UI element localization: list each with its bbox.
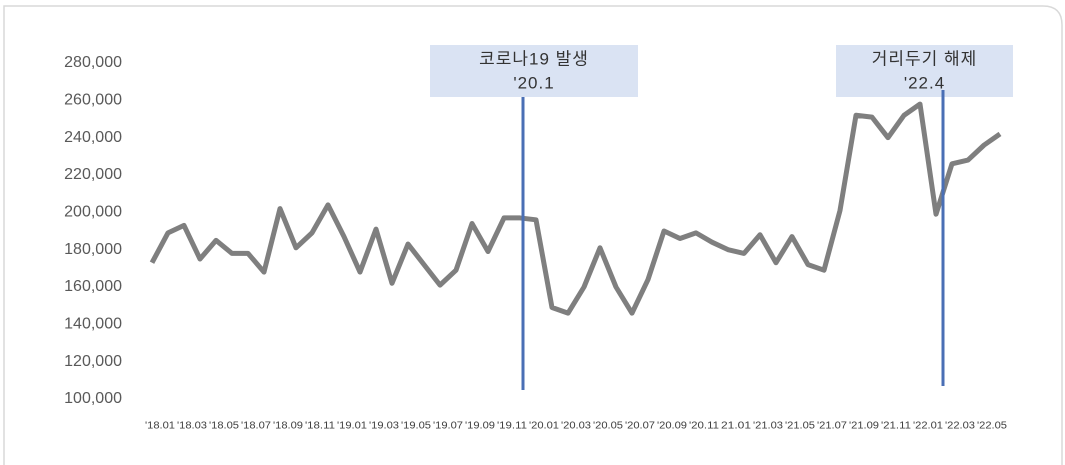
y-tick-label: 180,000	[64, 241, 122, 258]
y-tick-label: 140,000	[64, 316, 122, 333]
x-tick-label: 21.01	[721, 421, 752, 432]
data-line	[149, 101, 1002, 316]
y-tick-label: 220,000	[64, 166, 122, 183]
x-tick-label: '21.03	[753, 421, 783, 432]
x-tick-label: '21.11	[881, 421, 911, 432]
x-tick-label: '19.07	[433, 421, 463, 432]
x-tick-label: '21.07	[817, 421, 847, 432]
y-tick-label: 200,000	[64, 204, 122, 221]
x-tick-label: '20.01	[529, 421, 559, 432]
annotation-text: 거리두기 해제	[872, 49, 978, 68]
y-tick-label: 240,000	[64, 129, 122, 146]
x-tick-label: '19.11	[497, 421, 527, 432]
x-tick-label: '19.09	[465, 421, 495, 432]
x-tick-label: '20.09	[657, 421, 687, 432]
annotation-box	[430, 45, 638, 97]
x-tick-label: '18.09	[273, 421, 303, 432]
x-tick-label: '21.05	[785, 421, 815, 432]
x-tick-label: '18.11	[305, 421, 335, 432]
y-tick-label: 160,000	[64, 278, 122, 295]
annotation-text: '22.4	[904, 73, 945, 92]
x-tick-label: '20.03	[561, 421, 591, 432]
x-tick-label: '22.01	[913, 421, 943, 432]
x-tick-label: '19.05	[401, 421, 431, 432]
x-tick-label: '18.03	[177, 421, 207, 432]
x-tick-label: '18.01	[145, 421, 175, 432]
chart-frame	[3, 5, 1063, 465]
x-tick-label: '19.01	[337, 421, 367, 432]
x-tick-label: '20.11	[689, 421, 719, 432]
x-tick-label: '22.05	[977, 421, 1007, 432]
x-tick-label: '19.03	[369, 421, 399, 432]
x-tick-label: '22.03	[945, 421, 975, 432]
annotation-text: '20.1	[513, 73, 554, 92]
x-tick-label: '20.07	[625, 421, 655, 432]
x-tick-label: '18.05	[209, 421, 239, 432]
y-tick-label: 260,000	[64, 92, 122, 109]
annotation-text: 코로나19 발생	[479, 49, 589, 68]
y-tick-label: 100,000	[64, 390, 122, 407]
y-tick-label: 280,000	[64, 54, 122, 71]
y-tick-label: 120,000	[64, 353, 122, 370]
x-tick-label: '20.05	[593, 421, 623, 432]
x-tick-label: '21.09	[849, 421, 879, 432]
x-tick-label: '18.07	[241, 421, 271, 432]
annotation-box	[836, 45, 1013, 97]
